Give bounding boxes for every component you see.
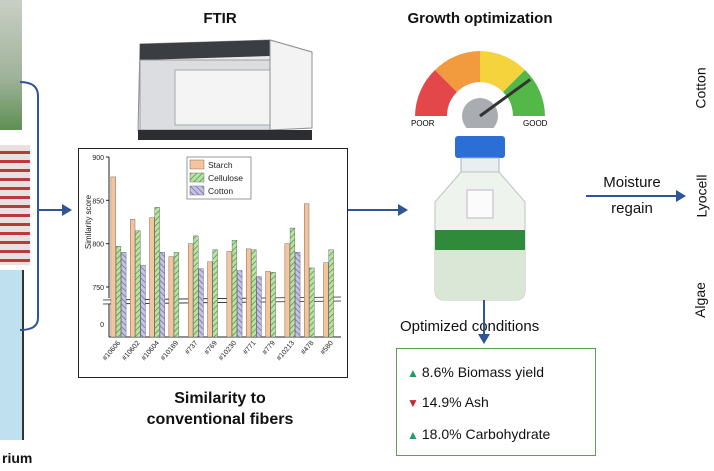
left-bracket [19, 81, 72, 331]
x-tick-label: #580 [319, 340, 334, 357]
y-tick-label: 850 [92, 198, 104, 205]
bar-cotton [159, 252, 165, 338]
similarity-caption-line1: Similarity to [174, 390, 266, 407]
fiber-label-algae: Algae [691, 282, 708, 318]
optimized-conditions-box: ▲ 8.6% Biomass yield ▼ 14.9% Ash ▲ 18.0% Ca… [396, 348, 596, 456]
similarity-caption-line2: conventional fibers [146, 411, 294, 428]
moisture-regain-label: Moisture regain [592, 174, 672, 218]
arrow-growth-to-fibers [586, 190, 686, 202]
fiber-label-cotton: Cotton [692, 67, 709, 109]
bar-starch [168, 256, 174, 338]
legend-label: Starch [208, 160, 233, 170]
bar-cellulose [115, 246, 122, 338]
condition-text: 8.6% Biomass yield [421, 364, 545, 380]
x-tick-label: #10189 [160, 340, 180, 362]
condition-biomass: ▲ 8.6% Biomass yield [407, 364, 544, 380]
bar-cotton [295, 252, 301, 338]
bar-cellulose [231, 239, 238, 338]
y-tick-label: 900 [92, 155, 104, 162]
bar-cotton [198, 268, 204, 338]
bar-cellulose [270, 272, 276, 338]
x-tick-label: #10602 [121, 340, 141, 362]
y-tick-label: 800 [92, 242, 104, 249]
y-axis-label: Similarity score [84, 194, 93, 249]
bar-cellulose [193, 235, 199, 338]
legend-label: Cellulose [208, 173, 243, 183]
arrow-to-optimized [478, 300, 490, 344]
bar-starch [323, 262, 329, 338]
x-tick-label: #771 [242, 340, 257, 357]
gauge-poor-label: POOR [411, 119, 435, 128]
x-tick-label: #10604 [140, 340, 160, 362]
bar-starch [226, 251, 232, 338]
x-tick-label: #769 [203, 340, 218, 357]
similarity-caption: Similarity to conventional fibers [120, 388, 320, 430]
bar-cellulose [328, 249, 334, 338]
bar-starch [130, 219, 136, 338]
bar-starch [110, 176, 116, 338]
left-partial-label: rium [2, 450, 33, 466]
arrow-down-icon: ▼ [407, 396, 419, 410]
x-tick-label: #10230 [218, 340, 238, 362]
bar-cellulose [251, 249, 257, 338]
legend-swatch [189, 172, 205, 183]
x-tick-label: #779 [261, 340, 276, 357]
arrow-up-icon: ▲ [407, 366, 419, 380]
bar-starch [245, 248, 252, 338]
bar-cellulose [212, 249, 218, 338]
arrow-chart-to-growth [348, 204, 408, 216]
fiber-label-lyocell: Lyocell [693, 174, 710, 218]
culture-bottle-image [434, 136, 526, 301]
arrow-up-icon: ▲ [407, 428, 419, 442]
growth-title: Growth optimization [407, 10, 553, 27]
bar-cellulose [289, 227, 296, 338]
bar-starch [303, 203, 310, 338]
x-tick-label: #10213 [276, 340, 296, 362]
left-panel-image [0, 0, 40, 445]
y-tick-label: 0 [100, 322, 104, 329]
x-tick-label: #10606 [102, 340, 122, 362]
legend-swatch [189, 185, 205, 196]
y-tick-label: 750 [92, 285, 104, 292]
condition-ash: ▼ 14.9% Ash [407, 394, 489, 410]
growth-gauge: POOR GOOD [411, 51, 548, 128]
optimized-title: Optimized conditions [400, 318, 540, 335]
bar-starch [187, 243, 194, 338]
bar-starch [149, 217, 155, 338]
bar-starch [265, 271, 271, 338]
moisture-label-line1: Moisture [603, 174, 661, 191]
legend-label: Cotton [208, 186, 233, 196]
bar-cellulose [309, 267, 315, 338]
bar-cotton [121, 252, 127, 338]
ftir-instrument-image [137, 39, 313, 140]
ftir-title: FTIR [203, 10, 237, 27]
bar-cellulose [173, 252, 180, 338]
bar-cellulose [154, 207, 160, 338]
bar-cotton [256, 276, 262, 338]
bar-starch [207, 261, 213, 338]
chart-panel: 750 800 850 900 0 Similarity score #10606 #1060… [78, 148, 348, 378]
gauge-good-label: GOOD [523, 119, 548, 128]
condition-carbohydrate: ▲ 18.0% Carbohydrate [407, 426, 550, 442]
bar-cotton [140, 265, 146, 338]
moisture-label-line2: regain [611, 200, 653, 217]
x-tick-label: #737 [184, 340, 199, 357]
condition-text: 18.0% Carbohydrate [421, 426, 551, 442]
bar-cotton [237, 270, 243, 338]
legend-swatch [189, 159, 205, 170]
condition-text: 14.9% Ash [421, 394, 489, 410]
x-tick-label: #478 [300, 340, 315, 357]
bar-starch [284, 243, 290, 338]
bar-cellulose [135, 230, 141, 338]
